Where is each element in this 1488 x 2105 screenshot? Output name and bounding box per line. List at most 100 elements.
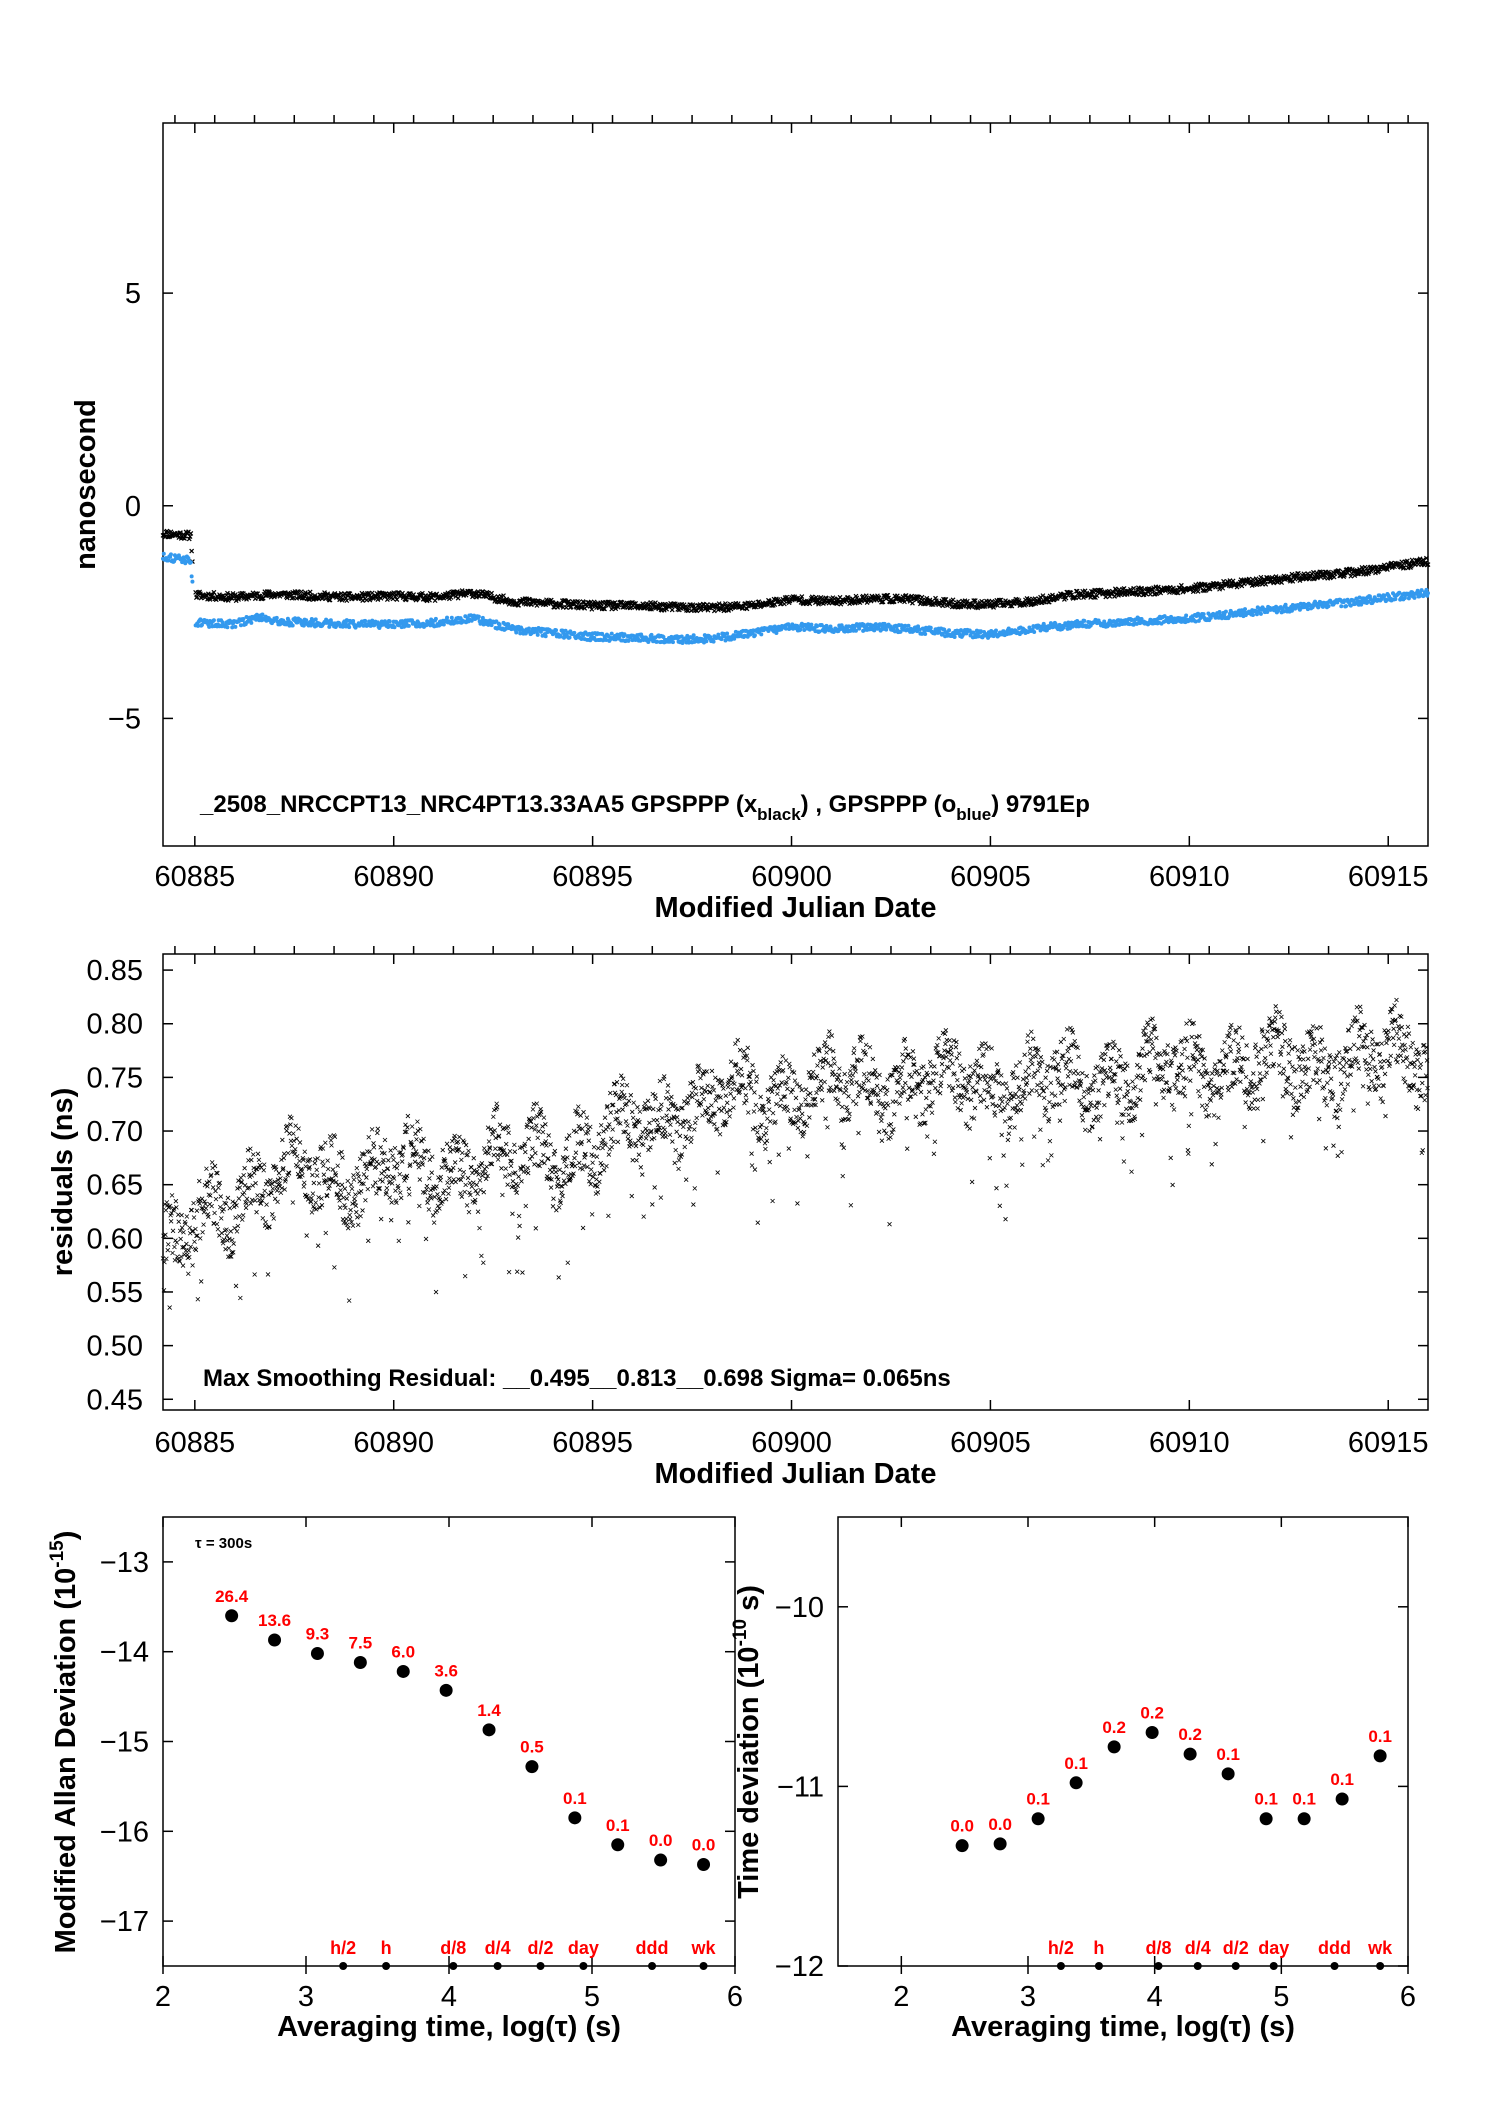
data-point [415, 1119, 420, 1124]
data-point [727, 1114, 732, 1119]
data-point [730, 1086, 735, 1092]
data-point [1402, 595, 1407, 600]
data-point [639, 1172, 645, 1177]
data-point [903, 1046, 909, 1051]
data-point [615, 1139, 621, 1145]
y-tick-label: 0.45 [87, 1384, 143, 1416]
data-point [179, 1212, 184, 1218]
data-point [537, 1163, 542, 1169]
panel-residuals: 60885 60890 60895 60900 60905 60910 609150.850… [47, 946, 1430, 1490]
data-point [1103, 594, 1109, 600]
data-point [218, 1216, 224, 1221]
data-point [752, 1090, 757, 1095]
data-point [486, 1151, 491, 1156]
data-point [376, 1161, 382, 1167]
data-point [273, 1167, 279, 1172]
data-point [624, 1101, 629, 1107]
data-point [508, 1163, 514, 1169]
data-point [388, 1148, 393, 1153]
data-point [776, 1064, 781, 1070]
data-point [566, 1133, 572, 1138]
data-point [681, 1124, 686, 1130]
data-point [492, 1146, 498, 1151]
data-point [948, 1044, 954, 1049]
data-point [713, 1098, 719, 1103]
data-point [203, 1206, 209, 1211]
data-point [491, 1152, 497, 1158]
data-point [370, 1183, 376, 1189]
data-point [161, 1287, 167, 1293]
data-point [758, 1094, 763, 1100]
data-point [817, 629, 822, 634]
data-point [234, 1229, 240, 1234]
data-point [953, 1044, 959, 1050]
data-point [1207, 586, 1213, 592]
data-point [325, 1158, 330, 1163]
data-point [497, 622, 502, 627]
data-point [314, 1167, 319, 1173]
data-point [293, 616, 298, 621]
data-point [719, 637, 724, 642]
data-point [797, 1116, 803, 1121]
data-point [837, 1066, 842, 1071]
data-point [1139, 585, 1145, 591]
data-point [551, 1152, 557, 1157]
data-point [423, 1236, 429, 1242]
data-point [484, 1164, 489, 1170]
data-point [1348, 603, 1353, 608]
data-point [576, 1160, 582, 1166]
data-point [564, 1164, 569, 1169]
data-point [822, 1040, 828, 1045]
data-point [403, 1122, 408, 1128]
data-point [581, 1163, 587, 1168]
data-point [284, 595, 290, 601]
data-point [426, 1207, 432, 1212]
data-point [848, 1068, 853, 1074]
data-point [688, 1139, 694, 1145]
data-point [807, 601, 813, 607]
data-point [486, 1139, 492, 1144]
data-point [287, 1131, 292, 1136]
series-annotation: _2508_NRCCPT13_NRC4PT13.33AA5 GPSPPP (xb… [199, 791, 1090, 824]
data-point [601, 1167, 607, 1173]
data-point [491, 1114, 496, 1120]
data-point [290, 623, 295, 628]
data-point [371, 1141, 376, 1146]
data-point [604, 1163, 609, 1169]
data-point [303, 1164, 309, 1169]
y-tick-label: 0.85 [87, 955, 143, 987]
data-point [252, 1198, 258, 1203]
data-point [1326, 604, 1331, 609]
x-tick-label: 60910 [1149, 861, 1230, 893]
data-point [392, 625, 397, 630]
data-point [927, 1059, 933, 1065]
data-point [405, 1125, 410, 1130]
data-point [744, 628, 749, 633]
data-point [378, 595, 384, 601]
data-point [395, 1161, 400, 1166]
data-point [313, 617, 318, 622]
data-point [801, 1129, 807, 1135]
data-point [463, 1182, 468, 1188]
data-point [327, 1183, 332, 1188]
data-point [1050, 592, 1055, 598]
data-point [475, 1209, 481, 1214]
data-point [305, 591, 311, 596]
data-point [462, 1189, 467, 1195]
data-point [920, 1112, 925, 1117]
data-point [191, 1200, 196, 1206]
data-point [723, 1093, 729, 1099]
data-point [365, 1238, 371, 1244]
x-tick-label: 60915 [1348, 1427, 1429, 1459]
data-point [433, 1289, 439, 1295]
data-point [276, 1170, 282, 1176]
data-point [189, 574, 194, 579]
data-point [381, 1169, 387, 1174]
data-point [340, 1155, 345, 1160]
y-tick-label: 0.60 [87, 1223, 143, 1255]
data-point [1143, 591, 1149, 597]
data-point [591, 1144, 597, 1150]
data-point [848, 628, 853, 633]
data-point [481, 1189, 487, 1195]
data-point [216, 1185, 221, 1191]
